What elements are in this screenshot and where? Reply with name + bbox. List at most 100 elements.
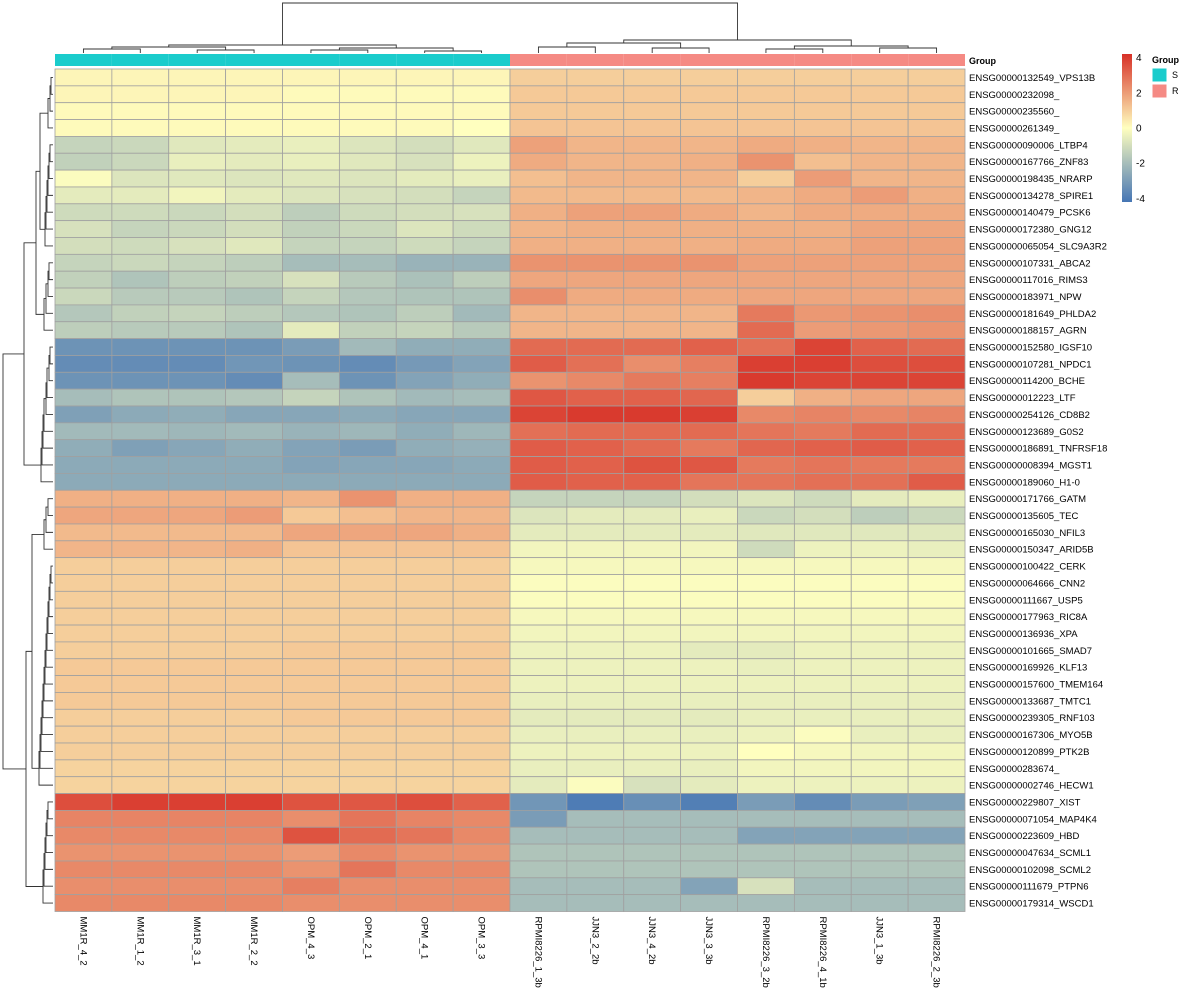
heatmap-cell — [793, 355, 852, 373]
heatmap-cell — [509, 590, 568, 609]
heatmap-cell — [509, 472, 568, 491]
heatmap-cell — [737, 270, 795, 289]
annotation-cell — [794, 54, 852, 66]
heatmap-cell — [168, 119, 227, 137]
heatmap-cell — [225, 624, 283, 643]
heatmap-cell — [395, 810, 454, 828]
heatmap-cell — [737, 557, 795, 575]
heatmap-cell — [680, 810, 738, 828]
heatmap-cell — [282, 68, 340, 87]
heatmap-cell — [566, 810, 625, 828]
heatmap-cell — [850, 574, 909, 592]
heatmap-cell — [225, 422, 283, 441]
heatmap-cell — [452, 472, 511, 491]
heatmap-cell — [282, 489, 340, 508]
heatmap-cell — [623, 439, 682, 457]
row-label: ENSG00000165030_NFIL3 — [969, 528, 1085, 539]
heatmap-cell — [623, 624, 682, 643]
column-label: RPMI8226_3_2b — [760, 917, 771, 988]
heatmap-cell — [111, 371, 170, 390]
heatmap-cell — [623, 523, 682, 542]
heatmap-cell — [623, 776, 682, 794]
heatmap-cell — [282, 675, 340, 693]
heatmap-cell — [850, 456, 909, 474]
heatmap-cell — [680, 203, 738, 222]
heatmap-cell — [111, 85, 170, 104]
heatmap-cell — [566, 472, 625, 491]
heatmap-cell — [623, 338, 682, 356]
heatmap-cell — [850, 675, 909, 693]
heatmap-cell — [395, 557, 454, 575]
row-label: ENSG00000101665_SMAD7 — [969, 646, 1092, 657]
heatmap-cell — [168, 590, 227, 609]
heatmap-cell — [282, 388, 340, 407]
heatmap-cell — [225, 708, 283, 727]
heatmap-cell — [566, 624, 625, 643]
heatmap-cell — [793, 692, 852, 710]
dendrogram-link — [23, 242, 41, 466]
heatmap-cell — [225, 371, 283, 390]
heatmap-cell — [395, 135, 454, 154]
row-label: ENSG00000064666_CNN2 — [969, 578, 1085, 589]
heatmap-cell — [509, 692, 568, 710]
heatmap-cell — [282, 692, 340, 710]
heatmap-cell — [907, 220, 966, 238]
heatmap-cell — [282, 102, 340, 120]
heatmap-cell — [452, 523, 511, 542]
heatmap-cell — [338, 237, 397, 255]
heatmap-cell — [850, 439, 909, 457]
heatmap-cell — [566, 203, 625, 222]
heatmap-cell — [737, 658, 795, 677]
heatmap-cell — [111, 759, 170, 778]
heatmap-cell — [54, 422, 113, 441]
heatmap-cell — [566, 152, 625, 171]
heatmap-cell — [680, 877, 738, 896]
heatmap-cell — [338, 742, 397, 761]
heatmap-cell — [225, 203, 283, 222]
heatmap-cell — [907, 877, 966, 896]
heatmap-cell — [338, 169, 397, 188]
heatmap-cell — [566, 355, 625, 373]
heatmap-cell — [225, 826, 283, 845]
heatmap-cell — [680, 725, 738, 744]
heatmap-cell — [509, 355, 568, 373]
heatmap-cell — [680, 321, 738, 340]
heatmap-cell — [850, 237, 909, 255]
heatmap-cell — [395, 253, 454, 272]
heatmap-cell — [452, 102, 511, 120]
column-label: RPMI8226_4_1b — [817, 917, 828, 988]
heatmap-cell — [850, 186, 909, 205]
column-label: JJN3_2_2b — [589, 917, 600, 965]
heatmap-cell — [452, 489, 511, 508]
heatmap-cell — [54, 675, 113, 693]
row-label: ENSG00000132549_VPS13B — [969, 73, 1095, 84]
color-scale-tick-label: -2 — [1136, 159, 1145, 170]
heatmap-cell — [566, 270, 625, 289]
row-label: ENSG00000229807_XIST — [969, 797, 1081, 808]
row-label: ENSG00000150347_ARID5B — [969, 545, 1094, 556]
heatmap-cell — [850, 894, 909, 912]
heatmap-cell — [225, 860, 283, 879]
heatmap-cell — [452, 725, 511, 744]
heatmap-cell — [225, 472, 283, 491]
heatmap-cell — [395, 540, 454, 559]
heatmap-cell — [623, 287, 682, 306]
heatmap-cell — [54, 860, 113, 879]
heatmap-cell — [168, 557, 227, 575]
heatmap-cell — [452, 355, 511, 373]
heatmap-cell — [680, 388, 738, 407]
heatmap-cell — [850, 725, 909, 744]
heatmap-cell — [623, 725, 682, 744]
heatmap-cell — [680, 152, 738, 171]
heatmap-cell — [111, 742, 170, 761]
heatmap-cell — [680, 523, 738, 542]
heatmap-cell — [225, 85, 283, 104]
heatmap-cell — [168, 843, 227, 862]
heatmap-cell — [111, 810, 170, 828]
heatmap-cell — [680, 135, 738, 154]
heatmap-cell — [850, 860, 909, 879]
heatmap-cell — [907, 574, 966, 592]
heatmap-cell — [509, 860, 568, 879]
heatmap-cell — [566, 68, 625, 87]
heatmap-cell — [395, 287, 454, 306]
